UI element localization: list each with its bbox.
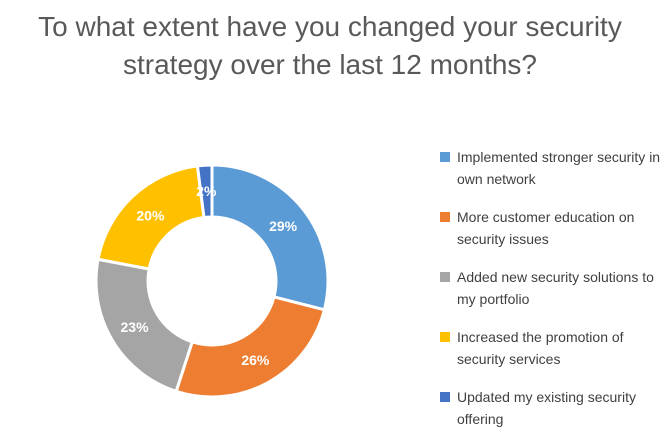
legend-label: Updated my existing security offering	[457, 389, 636, 427]
chart-title: To what extent have you changed your sec…	[38, 11, 622, 80]
legend-label: Implemented stronger security in own net…	[457, 149, 661, 187]
legend-item-increased-the-promotion-of-security-services: Increased the promotion of security serv…	[440, 326, 668, 386]
legend-swatch	[440, 392, 450, 402]
data-label-updated-my-existing-security-offering: 2%	[196, 183, 217, 199]
legend-swatch	[440, 332, 450, 342]
slice-more-customer-education-on-security-issues	[174, 295, 327, 399]
legend-item-added-new-security-solutions-to-my-portfolio: Added new security solutions to my portf…	[440, 266, 668, 326]
data-label-added-new-security-solutions-to-my-portfolio: 23%	[121, 319, 150, 335]
legend-swatch	[440, 212, 450, 222]
data-label-increased-the-promotion-of-security-services: 20%	[136, 207, 165, 223]
legend-swatch	[440, 272, 450, 282]
legend-label: More customer education on security issu…	[457, 209, 635, 247]
legend-swatch	[440, 152, 450, 162]
legend-item-implemented-stronger-security-in-own-network: Implemented stronger security in own net…	[440, 146, 668, 206]
legend-label: Increased the promotion of security serv…	[457, 329, 624, 367]
legend-item-more-customer-education-on-security-issues: More customer education on security issu…	[440, 206, 668, 266]
slice-added-new-security-solutions-to-my-portfolio	[94, 257, 195, 394]
data-label-implemented-stronger-security-in-own-network: 29%	[269, 218, 298, 234]
data-label-more-customer-education-on-security-issues: 26%	[241, 352, 270, 368]
slice-updated-my-existing-security-offering	[195, 163, 214, 220]
chart-legend: Implemented stronger security in own net…	[440, 146, 668, 446]
donut-chart: 29% 26% 23% 20% 2%	[94, 163, 330, 399]
slice-implemented-stronger-security-in-own-network	[210, 163, 330, 312]
legend-item-updated-my-existing-security-offering: Updated my existing security offering	[440, 386, 668, 446]
legend-label: Added new security solutions to my portf…	[457, 269, 654, 307]
